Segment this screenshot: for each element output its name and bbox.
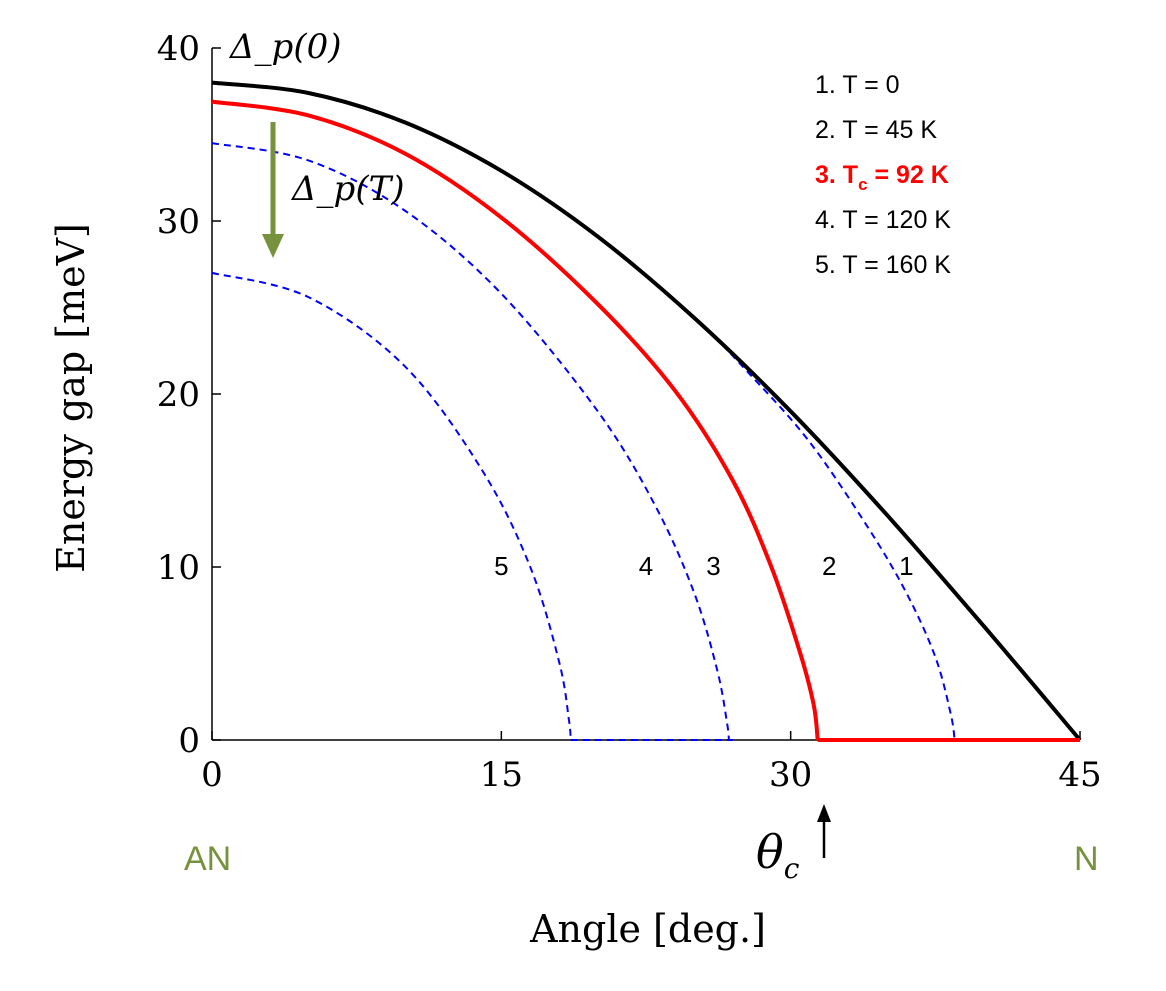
legend-entry-1: 1. T = 0 bbox=[815, 71, 900, 99]
y-tick-label: 40 bbox=[157, 29, 200, 69]
x-tick-label: 0 bbox=[201, 755, 223, 795]
axis-labels: Angle [deg.] Energy gap [meV] bbox=[49, 223, 766, 951]
x-tick-label: 45 bbox=[1058, 755, 1101, 795]
legend-entry-4: 4. T = 120 K bbox=[815, 206, 951, 234]
x-axis-label: Angle [deg.] bbox=[529, 907, 766, 951]
legend-entry-5: 5. T = 160 K bbox=[815, 251, 951, 279]
delta-p-t-label: Δ_p(T) bbox=[290, 169, 405, 209]
series-4-curve bbox=[211, 142, 730, 741]
legend-entry-3-tail: = 92 K bbox=[868, 161, 949, 189]
annotations: Δ_p(0) Δ_p(T) θc AN N bbox=[184, 27, 1099, 885]
theta-symbol: θ bbox=[756, 825, 784, 879]
theta-c-label: θc bbox=[756, 825, 800, 885]
legend-entry-2: 2. T = 45 K bbox=[815, 116, 937, 144]
y-tick-label: 20 bbox=[157, 375, 200, 415]
n-label: N bbox=[1074, 840, 1099, 878]
series-1-number-label: 1 bbox=[899, 551, 913, 581]
down-arrow bbox=[262, 122, 284, 258]
y-tick-label: 30 bbox=[157, 202, 200, 242]
x-tick-label: 15 bbox=[480, 755, 523, 795]
an-label: AN bbox=[184, 840, 231, 878]
up-arrow bbox=[817, 804, 831, 858]
x-tick-label: 30 bbox=[769, 755, 812, 795]
series-4-number-label: 4 bbox=[639, 551, 653, 581]
series-5-number-label: 5 bbox=[494, 551, 508, 581]
legend-entry-3: 3. Tc = 92 K bbox=[815, 161, 949, 194]
plot-area: 0 10 20 30 40 0 15 30 45 5 4 2 1 3 bbox=[157, 29, 1102, 795]
series-1-curve bbox=[211, 80, 1082, 742]
delta-p-zero-label: Δ_p(0) bbox=[228, 27, 341, 67]
series-3-curve bbox=[211, 99, 820, 741]
series-3-number-label: 3 bbox=[706, 551, 720, 581]
series-2-number-label: 2 bbox=[822, 551, 836, 581]
y-axis-label: Energy gap [meV] bbox=[49, 223, 93, 573]
series-5-curve bbox=[211, 271, 572, 741]
y-tick-label: 10 bbox=[157, 548, 200, 588]
legend-entry-3-main: 3. T bbox=[815, 161, 858, 189]
theta-subscript: c bbox=[784, 852, 800, 885]
legend: 1. T = 0 2. T = 45 K 3. Tc = 92 K 4. T =… bbox=[815, 71, 951, 279]
y-tick-label: 0 bbox=[178, 721, 200, 761]
legend-entry-3-sub: c bbox=[858, 175, 867, 194]
